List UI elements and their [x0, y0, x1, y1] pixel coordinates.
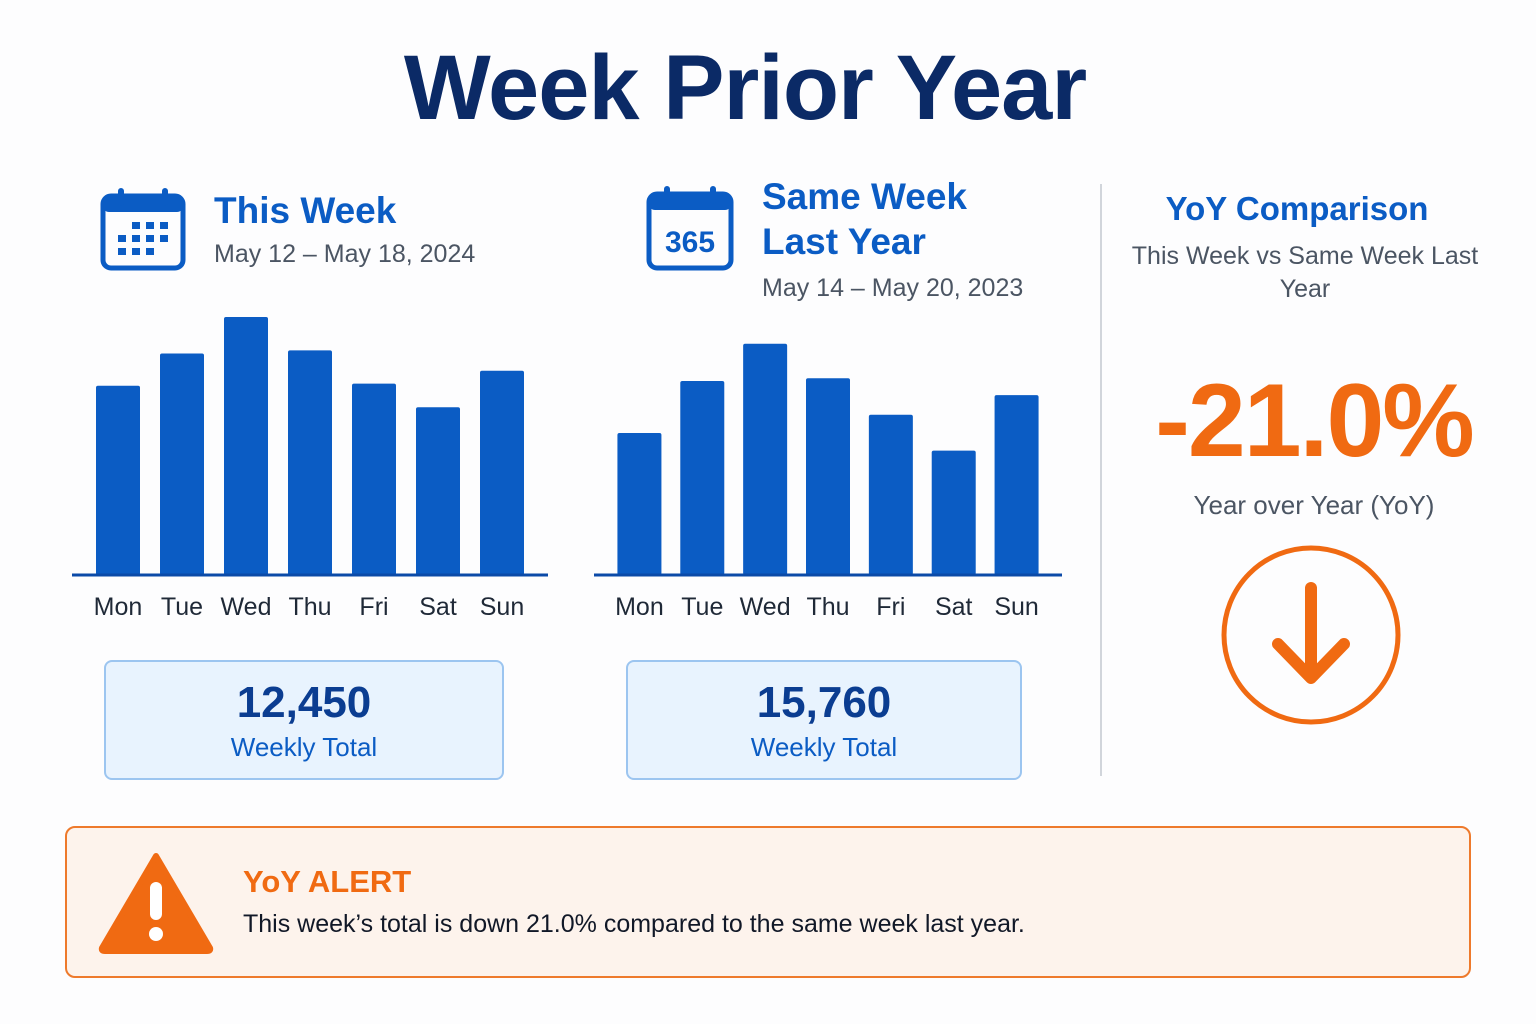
- yoy-alert-banner: YoY ALERT This week’s total is down 21.0…: [65, 826, 1471, 978]
- yoy-value: -21.0%: [1155, 363, 1475, 479]
- alert-title: YoY ALERT: [243, 864, 412, 899]
- this-week-bar-sun: [480, 370, 524, 575]
- section-divider: [1100, 184, 1102, 776]
- this-week-bar-chart: Mon Tue Wed Thu Fri Sat Sun: [72, 317, 548, 621]
- this-week-bar-mon: [96, 385, 140, 575]
- this-week-tick-thu: Thu: [288, 593, 331, 621]
- last-year-bar-sat: [931, 450, 976, 575]
- this-week-bar-thu: [288, 350, 332, 575]
- alert-message: This week’s total is down 21.0% compared…: [243, 910, 1025, 938]
- this-week-title: This Week: [214, 190, 397, 231]
- last-year-bar-tue: [680, 381, 725, 575]
- arrow-down-circle-icon: [1221, 545, 1401, 725]
- this-week-total-box: 12,450 Weekly Total: [104, 660, 504, 780]
- last-year-tick-thu: Thu: [806, 593, 849, 621]
- last-year-bar-sun: [994, 395, 1039, 575]
- this-week-bar-fri: [352, 383, 396, 575]
- last-year-bar-thu: [806, 378, 850, 575]
- calendar-365-label: 365: [665, 226, 715, 259]
- last-year-title-line1: Same Week: [762, 176, 967, 217]
- last-year-tick-wed: Wed: [740, 593, 791, 621]
- last-year-bar-wed: [743, 343, 788, 575]
- this-week-bar-tue: [160, 353, 204, 575]
- last-year-total-box: 15,760 Weekly Total: [626, 660, 1022, 780]
- yoy-label: Year over Year (YoY): [1193, 490, 1435, 520]
- page-title: Week Prior Year: [403, 37, 1087, 139]
- warning-icon: [98, 853, 214, 954]
- last-year-tick-sat: Sat: [935, 593, 973, 621]
- this-week-tick-sat: Sat: [419, 593, 457, 621]
- this-week-total-value: 12,450: [236, 678, 372, 727]
- this-week-bar-sat: [416, 407, 460, 575]
- this-week-tick-tue: Tue: [161, 593, 203, 621]
- calendar-icon: [100, 188, 186, 271]
- last-year-tick-fri: Fri: [876, 593, 905, 621]
- this-week-bar-wed: [224, 317, 268, 575]
- last-year-date-range: May 14 – May 20, 2023: [762, 274, 1024, 302]
- last-year-total-value: 15,760: [756, 678, 892, 727]
- last-year-tick-tue: Tue: [681, 593, 723, 621]
- yoy-subtitle: This Week vs Same Week Last Year: [1131, 242, 1479, 303]
- last-year-bar-mon: [617, 433, 662, 575]
- last-year-tick-sun: Sun: [994, 593, 1038, 621]
- yoy-title: YoY Comparison: [1165, 190, 1429, 227]
- last-year-bar-chart: Mon Tue Wed Thu Fri Sat Sun: [594, 343, 1062, 621]
- this-week-date-range: May 12 – May 18, 2024: [214, 240, 476, 268]
- calendar-365-icon: 365: [646, 186, 734, 271]
- last-year-tick-mon: Mon: [615, 593, 664, 621]
- this-week-tick-fri: Fri: [359, 593, 388, 621]
- this-week-tick-wed: Wed: [221, 593, 272, 621]
- last-year-total-label: Weekly Total: [750, 732, 898, 762]
- last-year-bar-fri: [868, 414, 913, 575]
- this-week-total-label: Weekly Total: [230, 732, 378, 762]
- this-week-tick-sun: Sun: [480, 593, 524, 621]
- last-year-title-line2: Last Year: [762, 221, 926, 262]
- this-week-tick-mon: Mon: [94, 593, 143, 621]
